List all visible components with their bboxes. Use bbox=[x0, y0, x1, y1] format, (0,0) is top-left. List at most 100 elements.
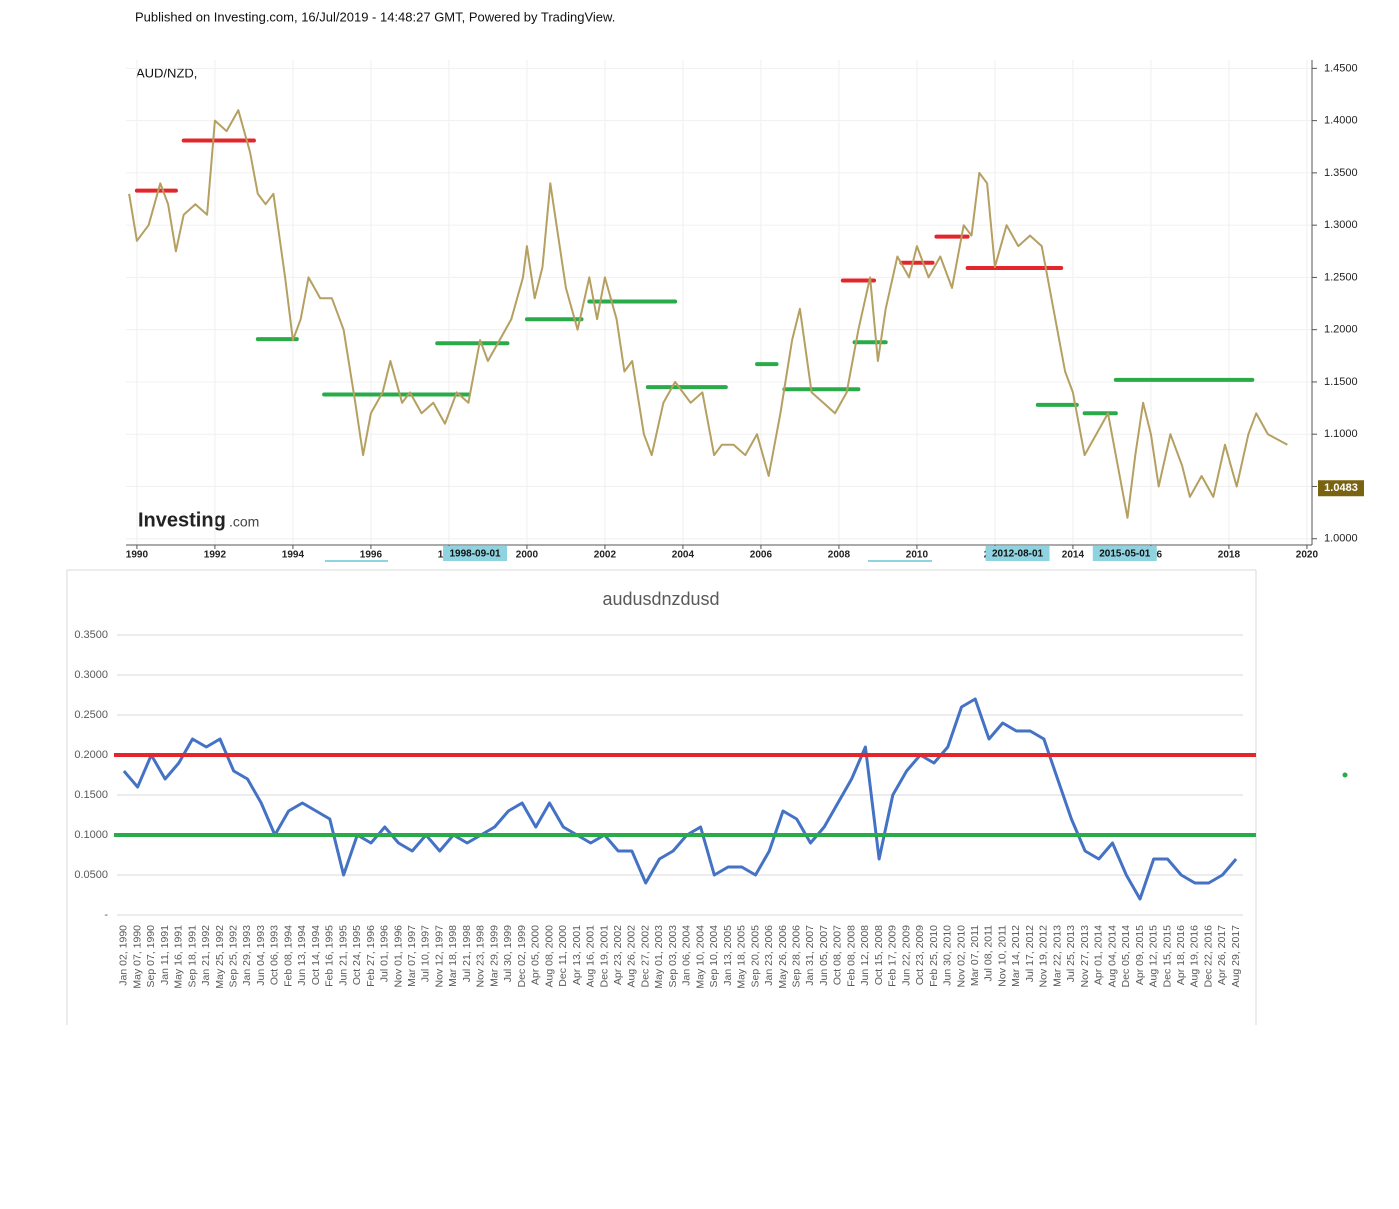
x-tick-label: 2002 bbox=[594, 550, 617, 561]
x-tick-label: Sep 28, 2006 bbox=[791, 925, 803, 988]
x-marker-label: 2012-08-01 bbox=[992, 549, 1044, 560]
x-marker-box bbox=[985, 546, 1050, 561]
x-tick-label: Sep 18, 1991 bbox=[186, 925, 198, 988]
x-tick-label: Mar 29, 1999 bbox=[488, 925, 500, 987]
x-tick-label: Sep 03, 2003 bbox=[667, 925, 679, 988]
x-tick-label: Feb 17, 2009 bbox=[887, 925, 899, 987]
x-tick-label: Mar 18, 1998 bbox=[447, 925, 459, 987]
x-tick-label: 2014 bbox=[1062, 550, 1085, 561]
x-tick-label: 1992 bbox=[204, 550, 227, 561]
y-tick-label: 1.2000 bbox=[1324, 324, 1358, 336]
x-tick-label: May 25, 1992 bbox=[214, 925, 226, 989]
x-tick-label: May 26, 2006 bbox=[777, 925, 789, 989]
last-value-label: 1.0483 bbox=[1324, 482, 1358, 494]
x-tick-label: 2018 bbox=[1218, 550, 1241, 561]
x-tick-label: Apr 23, 2002 bbox=[612, 925, 624, 985]
y-tick-label: 0.0500 bbox=[74, 869, 108, 881]
x-tick-label: Sep 10, 2004 bbox=[708, 925, 720, 988]
x-tick-label: 1994 bbox=[282, 550, 305, 561]
x-tick-label: 2004 bbox=[672, 550, 695, 561]
y-tick-label: 0.1000 bbox=[74, 829, 108, 841]
x-tick-label: Aug 12, 2015 bbox=[1148, 925, 1160, 988]
x-tick-label: Feb 25, 2010 bbox=[928, 925, 940, 987]
x-tick-label: Aug 16, 2001 bbox=[585, 925, 597, 988]
x-tick-label: Jun 30, 2010 bbox=[942, 925, 954, 986]
series-line bbox=[128, 109, 1288, 519]
x-tick-label: Nov 02, 2010 bbox=[955, 925, 967, 988]
x-tick-label: Jan 06, 2004 bbox=[681, 925, 693, 986]
x-tick-label: Jun 22, 2009 bbox=[900, 925, 912, 986]
x-tick-label: Jul 21, 1998 bbox=[461, 925, 473, 982]
x-tick-label: Jun 12, 2008 bbox=[859, 925, 871, 986]
x-marker-label: 1998-09-01 bbox=[449, 549, 501, 560]
chart-title: AUD/NZD, bbox=[136, 65, 197, 80]
x-tick-label: Sep 07, 1990 bbox=[145, 925, 157, 988]
y-tick-label: 1.1000 bbox=[1324, 428, 1358, 440]
x-tick-label: Jul 10, 1997 bbox=[420, 925, 432, 982]
x-tick-label: Aug 08, 2000 bbox=[543, 925, 555, 988]
y-tick-label: - bbox=[104, 909, 108, 921]
x-tick-label: Jul 17, 2012 bbox=[1024, 925, 1036, 982]
x-tick-label: 2000 bbox=[516, 550, 539, 561]
x-tick-label: Jul 25, 2013 bbox=[1065, 925, 1077, 982]
x-tick-label: Dec 02, 1999 bbox=[516, 925, 528, 988]
x-tick-label: Dec 19, 2001 bbox=[598, 925, 610, 988]
x-tick-label: Nov 12, 1997 bbox=[433, 925, 445, 988]
x-tick-label: May 16, 1991 bbox=[173, 925, 185, 989]
x-tick-label: Apr 05, 2000 bbox=[530, 925, 542, 985]
x-tick-label: Nov 19, 2012 bbox=[1038, 925, 1050, 988]
dot bbox=[1342, 772, 1348, 778]
y-tick-label: 0.3000 bbox=[74, 669, 108, 681]
header-text: Published on Investing.com, 16/Jul/2019 … bbox=[135, 9, 615, 24]
x-tick-label: 2006 bbox=[750, 550, 773, 561]
x-tick-label: 1990 bbox=[126, 550, 149, 561]
x-tick-label: Dec 27, 2002 bbox=[639, 925, 651, 988]
x-tick-label: Jun 04, 1993 bbox=[255, 925, 267, 986]
x-tick-label: Jan 11, 1991 bbox=[159, 925, 171, 985]
y-tick-label: 0.2500 bbox=[74, 709, 108, 721]
x-tick-label: Oct 06, 1993 bbox=[269, 925, 281, 985]
x-tick-label: Jan 13, 2005 bbox=[722, 925, 734, 986]
logo: Investing bbox=[138, 509, 226, 531]
x-tick-label: Sep 25, 1992 bbox=[228, 925, 240, 988]
x-tick-label: Feb 16, 1995 bbox=[324, 925, 336, 987]
x-tick-label: Feb 08, 1994 bbox=[282, 925, 294, 987]
x-tick-label: Nov 01, 1996 bbox=[392, 925, 404, 988]
x-tick-label: Mar 14, 2012 bbox=[1010, 925, 1022, 987]
x-tick-label: 1996 bbox=[360, 550, 383, 561]
x-tick-label: Aug 19, 2016 bbox=[1189, 925, 1201, 988]
chart-title: audusdnzdusd bbox=[602, 589, 719, 609]
y-tick-label: 1.3500 bbox=[1324, 167, 1358, 179]
x-tick-label: Jan 21, 1992 bbox=[200, 925, 212, 986]
x-tick-label: Oct 15, 2008 bbox=[873, 925, 885, 985]
x-tick-label: Oct 24, 1995 bbox=[351, 925, 363, 985]
y-tick-label: 0.3500 bbox=[74, 629, 108, 641]
y-tick-label: 0.2000 bbox=[74, 749, 108, 761]
x-tick-label: Nov 10, 2011 bbox=[996, 925, 1008, 987]
x-tick-label: Apr 09, 2015 bbox=[1134, 925, 1146, 985]
x-marker-label: 2015-05-01 bbox=[1099, 549, 1151, 560]
y-tick-label: 1.2500 bbox=[1324, 271, 1358, 283]
x-tick-label: Oct 08, 2007 bbox=[832, 925, 844, 985]
x-tick-label: Mar 07, 1997 bbox=[406, 925, 418, 987]
x-tick-label: Jan 29, 1993 bbox=[241, 925, 253, 986]
x-tick-label: May 07, 1990 bbox=[131, 925, 143, 989]
y-tick-label: 1.4500 bbox=[1324, 62, 1358, 74]
x-tick-label: Aug 04, 2014 bbox=[1106, 925, 1118, 988]
x-tick-label: Sep 20, 2005 bbox=[749, 925, 761, 988]
x-tick-label: Jul 30, 1999 bbox=[502, 925, 514, 982]
x-tick-label: 2008 bbox=[828, 550, 851, 561]
x-tick-label: Dec 22, 2016 bbox=[1202, 925, 1214, 988]
y-tick-label: 1.1500 bbox=[1324, 376, 1358, 388]
x-tick-label: Aug 29, 2017 bbox=[1230, 925, 1242, 988]
x-marker-box bbox=[1092, 546, 1157, 561]
x-tick-label: Dec 15, 2015 bbox=[1161, 925, 1173, 988]
x-tick-label: Apr 26, 2017 bbox=[1216, 925, 1228, 985]
last-value-box bbox=[1318, 480, 1364, 497]
x-tick-label: Jun 13, 1994 bbox=[296, 925, 308, 986]
series-line bbox=[122, 697, 1238, 901]
x-tick-label: Jun 21, 1995 bbox=[337, 925, 349, 986]
x-tick-label: Dec 11, 2000 bbox=[557, 925, 569, 987]
x-tick-label: Nov 23, 1998 bbox=[475, 925, 487, 988]
